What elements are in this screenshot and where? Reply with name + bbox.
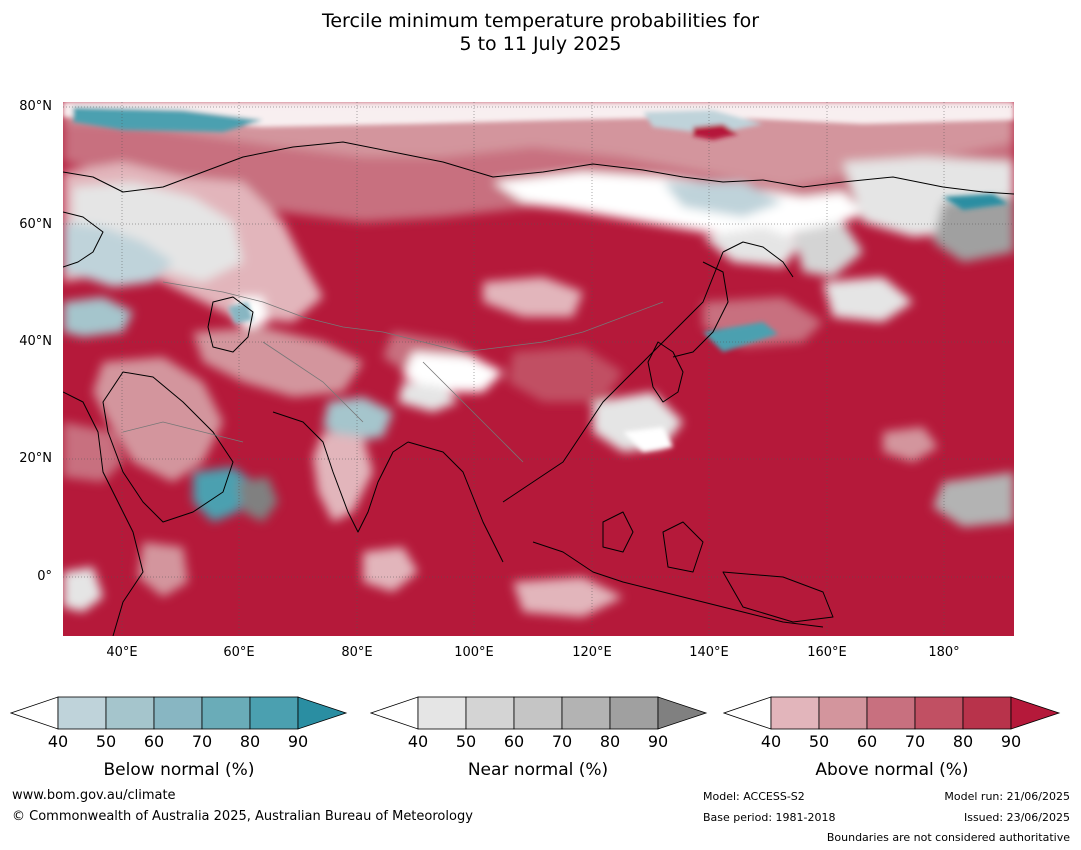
tick-label: 70 <box>551 732 573 751</box>
colorbar-segment <box>249 696 299 730</box>
lat-label-80n: 80°N <box>19 99 52 114</box>
colorbar-segment <box>609 696 659 730</box>
base-period-text: Base period: 1981-2018 <box>703 811 836 824</box>
lon-label-180: 180° <box>928 645 960 660</box>
colorbar-segment <box>818 696 868 730</box>
lon-label-80e: 80°E <box>341 645 373 660</box>
colorbar-segment <box>153 696 203 730</box>
tick-label: 50 <box>808 732 830 751</box>
tick-label: 90 <box>287 732 309 751</box>
tick-label: 60 <box>856 732 878 751</box>
map-title-line1: Tercile minimum temperature probabilitie… <box>321 10 760 32</box>
tick-label: 80 <box>239 732 261 751</box>
probability-map <box>63 102 1014 636</box>
colorbar-segment <box>914 696 964 730</box>
colorbar-below-normal <box>10 696 348 732</box>
lon-label-140e: 140°E <box>689 645 729 660</box>
tick-label: 40 <box>760 732 782 751</box>
tick-label: 40 <box>407 732 429 751</box>
tick-label: 50 <box>95 732 117 751</box>
lon-label-40e: 40°E <box>106 645 138 660</box>
tick-label: 90 <box>647 732 669 751</box>
website-link[interactable]: www.bom.gov.au/climate <box>12 788 176 803</box>
colorbar-extend-low <box>10 696 59 730</box>
colorbar-near-normal <box>370 696 708 732</box>
tick-label: 70 <box>904 732 926 751</box>
colorbar-extend-high <box>297 696 348 730</box>
colorbar-segment <box>201 696 251 730</box>
lon-label-60e: 60°E <box>223 645 255 660</box>
tick-label: 60 <box>503 732 525 751</box>
lat-label-20n: 20°N <box>19 451 52 466</box>
model-run-text: Model run: 21/06/2025 <box>944 790 1070 803</box>
colorbar-segment <box>962 696 1012 730</box>
colorbar-segment <box>417 696 467 730</box>
lat-label-0: 0° <box>37 569 52 584</box>
tick-label: 80 <box>952 732 974 751</box>
colorbar-extend-high <box>657 696 708 730</box>
map-title-line2: 5 to 11 July 2025 <box>459 33 622 55</box>
colorbar-segment <box>57 696 107 730</box>
colorbar-segment <box>866 696 916 730</box>
colorbar-above-normal <box>723 696 1061 732</box>
disclaimer-text: Boundaries are not considered authoritat… <box>826 831 1070 844</box>
model-text: Model: ACCESS-S2 <box>703 790 805 803</box>
tick-label: 60 <box>143 732 165 751</box>
colorbar-extend-low <box>723 696 772 730</box>
lat-label-60n: 60°N <box>19 217 52 232</box>
issued-text: Issued: 23/06/2025 <box>963 811 1070 824</box>
lon-label-100e: 100°E <box>454 645 494 660</box>
colorbar-segment <box>105 696 155 730</box>
colorbar-segment <box>465 696 515 730</box>
tick-label: 70 <box>191 732 213 751</box>
colorbar-segment <box>513 696 563 730</box>
colorbar-above-label: Above normal (%) <box>815 760 969 780</box>
colorbar-extend-low <box>370 696 419 730</box>
tick-label: 80 <box>599 732 621 751</box>
tick-label: 90 <box>1000 732 1022 751</box>
colorbar-segment <box>770 696 820 730</box>
copyright-text: © Commonwealth of Australia 2025, Austra… <box>12 809 473 824</box>
lat-label-40n: 40°N <box>19 334 52 349</box>
colorbar-below-label: Below normal (%) <box>103 760 255 780</box>
tick-label: 50 <box>455 732 477 751</box>
colorbar-segment <box>561 696 611 730</box>
lon-label-120e: 120°E <box>572 645 612 660</box>
tick-label: 40 <box>47 732 69 751</box>
colorbar-extend-high <box>1010 696 1061 730</box>
colorbar-near-label: Near normal (%) <box>467 760 609 780</box>
lon-label-160e: 160°E <box>807 645 847 660</box>
